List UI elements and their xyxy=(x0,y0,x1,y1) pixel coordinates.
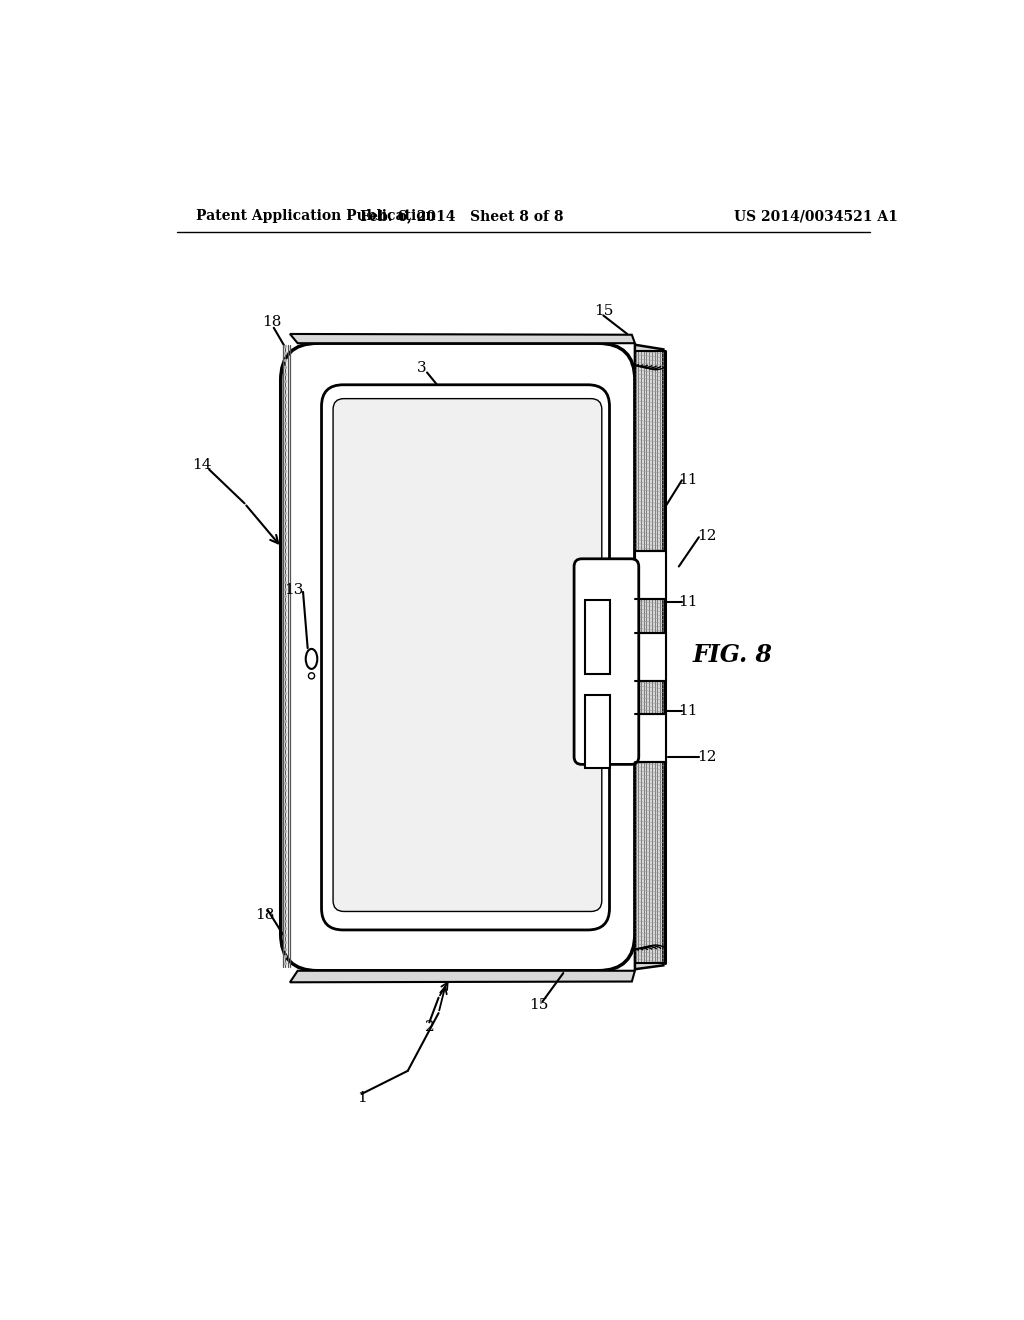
Bar xyxy=(635,552,666,599)
Text: 18: 18 xyxy=(262,315,282,330)
Text: 13: 13 xyxy=(284,582,303,597)
Ellipse shape xyxy=(306,649,317,669)
Text: Patent Application Publication: Patent Application Publication xyxy=(196,209,435,223)
Text: 12: 12 xyxy=(696,529,716,543)
Text: 12: 12 xyxy=(498,597,517,610)
Text: 15: 15 xyxy=(529,998,548,1012)
Polygon shape xyxy=(635,345,664,969)
Text: 12: 12 xyxy=(696,751,716,764)
FancyBboxPatch shape xyxy=(574,558,639,764)
FancyBboxPatch shape xyxy=(322,385,609,929)
Text: FIG. 8: FIG. 8 xyxy=(692,643,773,667)
Bar xyxy=(635,714,666,762)
Text: 3: 3 xyxy=(417,360,426,375)
Text: 2: 2 xyxy=(424,1020,434,1034)
Text: 1: 1 xyxy=(356,1090,367,1105)
Text: 14: 14 xyxy=(191,458,211,471)
Text: 11: 11 xyxy=(678,705,697,718)
Text: US 2014/0034521 A1: US 2014/0034521 A1 xyxy=(734,209,898,223)
Text: 11: 11 xyxy=(678,595,697,609)
Text: Feb. 6, 2014   Sheet 8 of 8: Feb. 6, 2014 Sheet 8 of 8 xyxy=(359,209,563,223)
Text: 18: 18 xyxy=(255,908,274,921)
Bar xyxy=(585,601,610,673)
Text: 11: 11 xyxy=(678,474,697,487)
Bar xyxy=(585,696,610,768)
Polygon shape xyxy=(290,334,635,343)
Polygon shape xyxy=(290,970,635,982)
FancyBboxPatch shape xyxy=(333,399,602,911)
Bar xyxy=(635,634,666,681)
Text: 15: 15 xyxy=(594,304,613,318)
Circle shape xyxy=(308,673,314,678)
FancyBboxPatch shape xyxy=(281,343,635,970)
Text: 10: 10 xyxy=(635,871,654,886)
